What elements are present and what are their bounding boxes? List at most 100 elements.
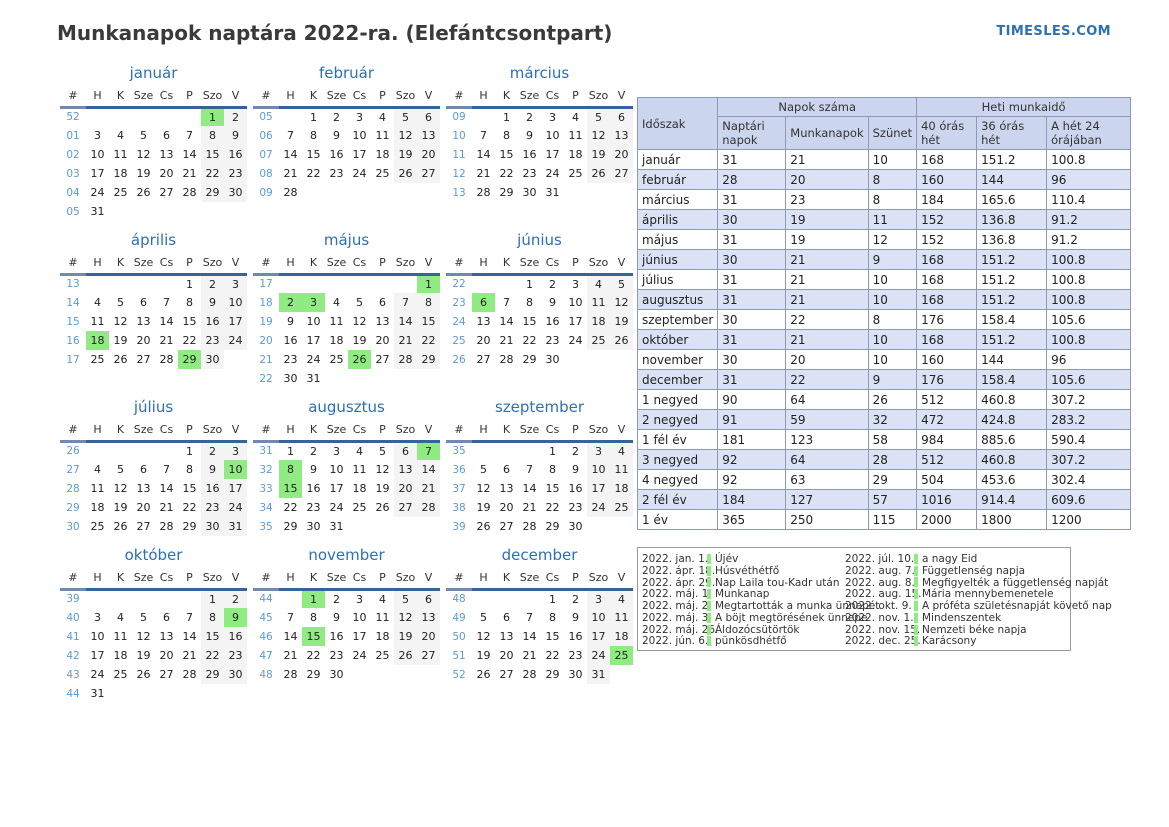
- summary-cell: június: [636, 249, 719, 270]
- day-cell: 17: [352, 630, 367, 643]
- day-cell: 24: [224, 331, 247, 350]
- empty-cell: [109, 107, 132, 126]
- week-row: 24 13 14 15 16 17 18 19: [446, 312, 633, 331]
- day-cell: 30: [545, 353, 560, 366]
- week-number: 10: [452, 129, 466, 142]
- summary-cell: 12: [867, 229, 918, 250]
- day-header: H: [472, 253, 495, 276]
- summary-cell: 144: [976, 169, 1048, 190]
- summary-row: november 30 20 10 160 144 96: [636, 349, 1132, 370]
- day-cell: 7: [287, 129, 294, 142]
- day-cell: 7: [526, 611, 533, 624]
- summary-cell: 21: [785, 149, 869, 170]
- day-cell: 15: [182, 315, 197, 328]
- week-row: 26 1 2 3: [60, 441, 247, 460]
- empty-cell: [86, 274, 109, 293]
- day-cell: 21: [522, 501, 537, 514]
- summary-cell: 152: [916, 229, 978, 250]
- month-title: január: [129, 64, 178, 82]
- summary-cell: 28: [717, 169, 787, 190]
- legend-date: 2022. dec. 25.: [845, 635, 921, 648]
- week-row: 07 14 15 16 17 18 19 20: [253, 145, 440, 164]
- day-cell: 17: [224, 312, 247, 331]
- legend-col1: 2022. jan. 1. Újév 2022. ápr. 18. Húsvéthét…: [642, 553, 879, 648]
- day-cell: 16: [568, 630, 583, 643]
- day-cell: 30: [568, 668, 583, 681]
- summary-cell: 11: [867, 209, 918, 230]
- holiday-marker-icon: [914, 577, 918, 588]
- day-cell: 20: [499, 649, 514, 662]
- empty-cell: [325, 183, 348, 202]
- day-cell: 14: [283, 148, 298, 161]
- day-header: Szo: [201, 568, 224, 591]
- day-cell: 20: [417, 145, 440, 164]
- day-cell: 17: [306, 334, 321, 347]
- legend-date: 2022. aug. 8.: [845, 576, 915, 589]
- day-cell: 1: [549, 444, 556, 458]
- summary-cell: 10: [867, 349, 918, 370]
- day-cell: 10: [568, 296, 583, 309]
- site-link[interactable]: TIMESLES.COM: [996, 24, 1111, 39]
- day-header: Cs: [541, 420, 564, 443]
- week-row: 06 7 8 9 10 11 12 13: [253, 126, 440, 145]
- week-number: 01: [66, 129, 80, 142]
- empty-cell: [417, 183, 440, 202]
- summary-cell: 512: [916, 389, 978, 410]
- day-cell: 4: [379, 592, 386, 606]
- day-cell: 14: [522, 630, 537, 643]
- calendar-grid: január # H K Sze Cs P Szo V 52 1 2 01 3 4 5 6 7 8 9 02 10 11 12…: [57, 60, 637, 703]
- week-number: 52: [66, 111, 80, 124]
- day-header: V: [610, 568, 633, 591]
- summary-cell: 31: [717, 269, 787, 290]
- week-number: 04: [66, 186, 80, 199]
- empty-cell: [495, 274, 518, 293]
- day-cell: 19: [113, 334, 128, 347]
- week-row: 11 14 15 16 17 18 19 20: [446, 145, 633, 164]
- month-június: június # H K Sze Cs P Szo V 22 1 2 3 4 5 23 6 7 8 9 10 11 12 24…: [443, 227, 636, 369]
- day-cell: 2: [333, 592, 340, 606]
- day-header: K: [109, 420, 132, 443]
- summary-cell: 168: [916, 249, 978, 270]
- header-days-group: Napok száma: [717, 97, 918, 117]
- week-number: 09: [259, 186, 273, 199]
- empty-cell: [495, 589, 518, 608]
- day-cell: 30: [201, 517, 224, 536]
- day-cell: 26: [136, 668, 151, 681]
- summary-cell: 21: [785, 249, 869, 270]
- day-cell: 1: [310, 110, 317, 124]
- day-header: H: [472, 420, 495, 443]
- week-number: 38: [452, 501, 466, 514]
- week-number: 14: [66, 296, 80, 309]
- month-grid: # H K Sze Cs P Szo V 48 1 2 3 4 49 5 6 7 8 9 10 11 50 12 13 14 15…: [446, 568, 633, 684]
- summary-cell: 28: [867, 449, 918, 470]
- week-row: 39 1 2: [60, 589, 247, 608]
- summary-cell: 152: [916, 209, 978, 230]
- legend-item: 2022. ápr. 29. Nap Laila tou-Kadr után: [642, 577, 845, 589]
- week-row: 04 24 25 26 27 28 29 30: [60, 183, 247, 202]
- day-cell: 3: [302, 293, 325, 312]
- day-cell: 6: [163, 611, 170, 624]
- summary-cell: 26: [867, 389, 918, 410]
- day-cell: 29: [201, 665, 224, 684]
- legend-label: Áldozócsütörtök: [715, 623, 800, 636]
- legend-label: pünkösdhétfő: [715, 635, 787, 648]
- summary-cell: augusztus: [636, 289, 719, 310]
- day-cell: 4: [587, 274, 610, 293]
- summary-row: április 30 19 11 152 136.8 91.2: [636, 209, 1132, 230]
- day-header: Szo: [201, 420, 224, 443]
- day-cell: 7: [287, 611, 294, 624]
- day-cell: 14: [159, 482, 174, 495]
- day-header: Cs: [541, 568, 564, 591]
- summary-cell: 1 év: [636, 509, 719, 530]
- week-row: 23 6 7 8 9 10 11 12: [446, 293, 633, 312]
- summary-cell: 19: [785, 229, 869, 250]
- day-cell: 20: [476, 334, 491, 347]
- day-cell: 16: [283, 334, 298, 347]
- day-cell: 2: [201, 441, 224, 460]
- day-header: Cs: [348, 420, 371, 443]
- day-cell: 16: [224, 627, 247, 646]
- day-cell: 12: [394, 608, 417, 627]
- summary-cell: 31: [717, 149, 787, 170]
- day-cell: 8: [526, 296, 533, 309]
- day-cell: 7: [526, 463, 533, 476]
